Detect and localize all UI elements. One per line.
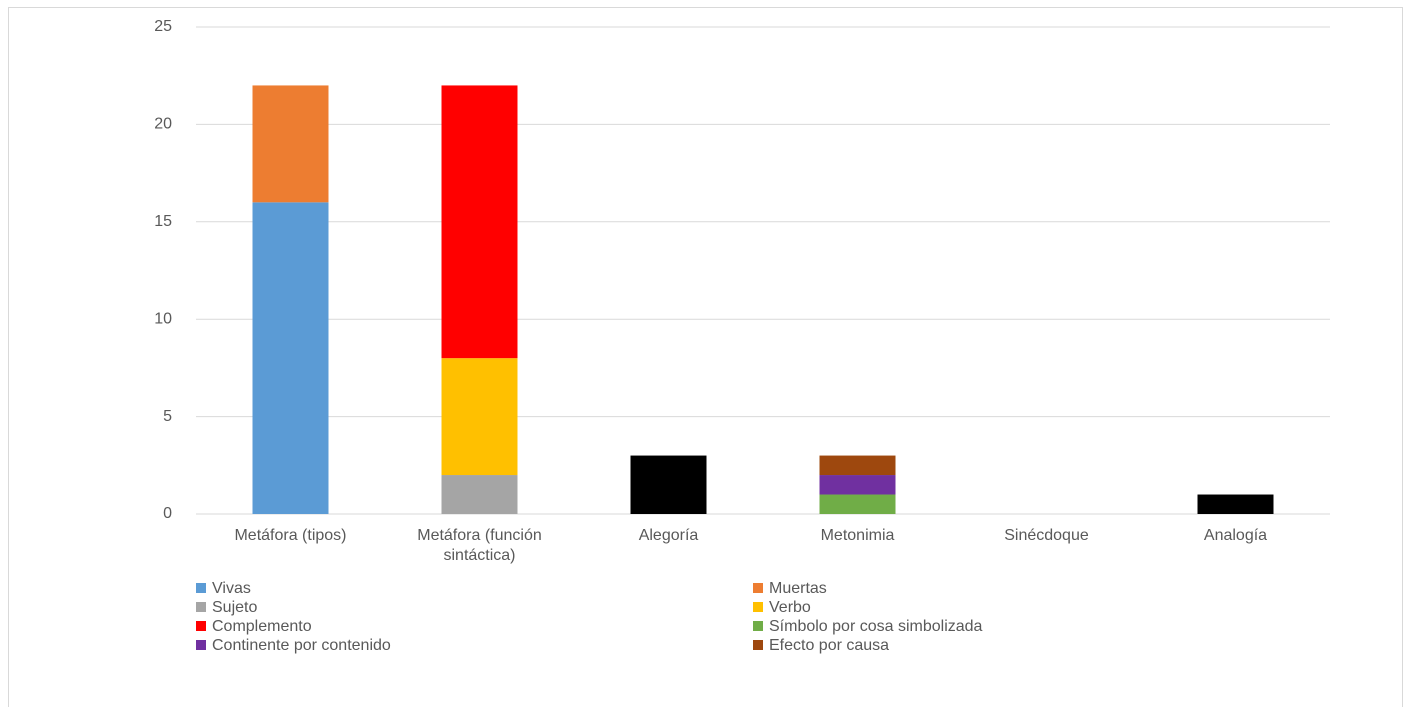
legend-label: Vivas — [212, 580, 251, 597]
legend-label: Verbo — [769, 599, 811, 616]
bar-segment — [819, 455, 896, 476]
legend-label: Complemento — [212, 618, 312, 635]
bar-segment — [819, 494, 896, 514]
bar-segment — [252, 202, 329, 514]
y-tick-label: 0 — [163, 505, 172, 522]
y-tick-label: 5 — [163, 408, 172, 425]
legend-label: Símbolo por cosa simbolizada — [769, 618, 983, 635]
legend-label: Muertas — [769, 580, 827, 597]
bar-segment — [441, 475, 518, 514]
y-tick-label: 10 — [154, 310, 172, 327]
bar-segment — [630, 455, 707, 514]
x-tick-label: Alegoría — [638, 527, 699, 544]
legend-swatch — [753, 621, 763, 631]
x-tick-label: Metonimia — [820, 527, 895, 544]
chart-border — [8, 7, 1403, 707]
y-tick-label: 20 — [154, 116, 172, 133]
bar-segment — [819, 475, 896, 495]
legend-label: Sujeto — [212, 599, 257, 616]
legend-label: Continente por contenido — [212, 637, 391, 654]
x-tick-label: Metáfora (tipos) — [234, 527, 347, 544]
legend-swatch — [196, 640, 206, 650]
y-tick-label: 25 — [154, 18, 172, 35]
bar-segment — [441, 358, 518, 476]
bar-segment — [1197, 494, 1274, 514]
y-tick-label: 15 — [154, 213, 172, 230]
legend-swatch — [196, 583, 206, 593]
legend-swatch — [753, 602, 763, 612]
legend-swatch — [196, 621, 206, 631]
legend-label: Efecto por causa — [769, 637, 889, 654]
bar-segment — [252, 85, 329, 203]
x-tick-label: Sinécdoque — [1004, 527, 1089, 544]
legend-swatch — [753, 640, 763, 650]
legend-swatch — [753, 583, 763, 593]
x-tick-label: Analogía — [1203, 527, 1268, 544]
bar-segment — [441, 85, 518, 359]
x-tick-label: Metáfora (función sintáctica) — [417, 527, 542, 564]
legend-swatch — [196, 602, 206, 612]
